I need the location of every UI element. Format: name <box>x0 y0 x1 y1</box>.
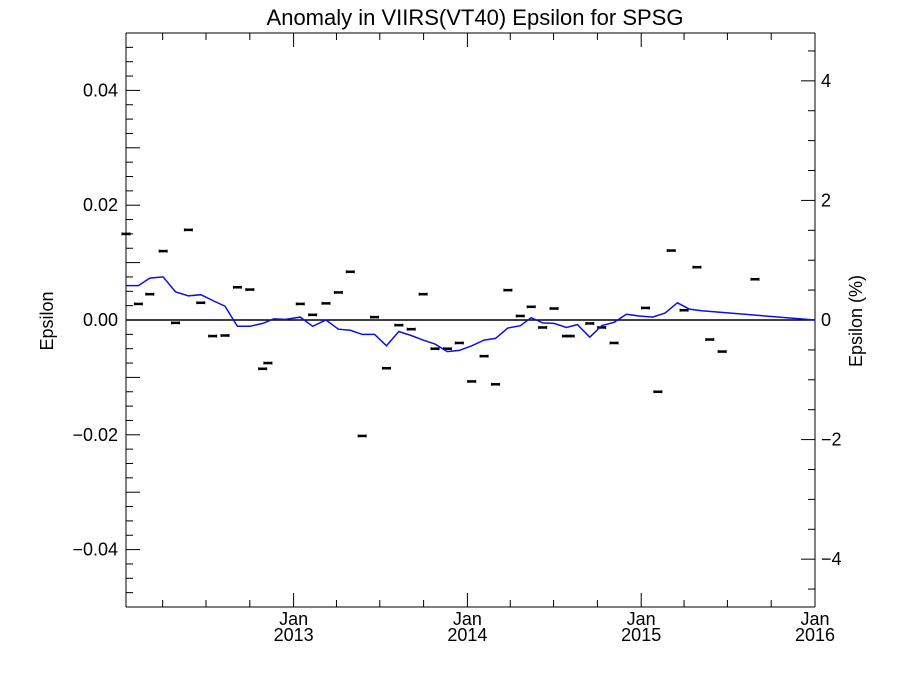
data-point <box>430 347 440 351</box>
data-point <box>609 341 619 345</box>
data-point <box>308 313 318 317</box>
data-point <box>133 302 143 306</box>
y-tick-label-left: 0.00 <box>83 310 118 330</box>
data-point <box>705 338 715 342</box>
data-point <box>454 341 464 345</box>
y-tick-label-left: 0.02 <box>83 195 118 215</box>
data-point <box>370 315 380 319</box>
axes: 0.040.020.00−0.02−0.04420−2−4Jan2013Jan2… <box>72 32 842 645</box>
data-point <box>263 361 273 365</box>
data-point <box>145 292 155 296</box>
data-point <box>232 285 242 289</box>
x-tick-label-month: Jan <box>800 609 829 629</box>
y-tick-label-left: −0.04 <box>72 540 118 560</box>
x-tick-label-year: 2015 <box>621 625 661 645</box>
data-point <box>258 367 268 371</box>
y-axis-label-right: Epsilon (%) <box>846 275 866 367</box>
data-point <box>549 307 559 311</box>
data-point <box>666 249 676 253</box>
data-point <box>538 325 548 329</box>
data-point <box>585 321 595 325</box>
data-point <box>526 305 536 309</box>
data-point <box>357 434 367 438</box>
y-tick-label-right: 4 <box>821 71 831 91</box>
y-tick-label-right: 2 <box>821 190 831 210</box>
data-point <box>220 333 230 337</box>
data-point <box>171 321 181 325</box>
data-point <box>333 290 343 294</box>
y-tick-label-left: −0.02 <box>72 425 118 445</box>
data-point <box>121 232 131 236</box>
data-point <box>653 390 663 394</box>
data-point <box>418 292 428 296</box>
data-point <box>515 314 525 318</box>
data-point <box>467 379 477 383</box>
x-tick-label-month: Jan <box>627 609 656 629</box>
x-tick-label-year: 2016 <box>795 625 835 645</box>
chart-title: Anomaly in VIIRS(VT40) Epsilon for SPSG <box>267 5 684 30</box>
data-point <box>381 366 391 370</box>
x-tick-label-year: 2014 <box>447 625 487 645</box>
y-tick-label-left: 0.04 <box>83 80 118 100</box>
data-point <box>679 308 689 312</box>
data-point <box>345 270 355 274</box>
data-point <box>717 350 727 354</box>
data-point <box>750 277 760 281</box>
data-point <box>692 265 702 269</box>
data-point <box>245 288 255 292</box>
anomaly-line <box>126 276 816 353</box>
y-tick-label-right: −4 <box>821 549 842 569</box>
data-point <box>406 327 416 331</box>
y-tick-label-right: 0 <box>821 310 831 330</box>
data-point <box>208 334 218 338</box>
x-tick-label-month: Jan <box>279 609 308 629</box>
data-layer <box>121 228 816 438</box>
data-point <box>295 302 305 306</box>
data-point <box>158 249 168 253</box>
data-point <box>503 288 513 292</box>
data-point <box>565 334 575 338</box>
data-point <box>321 301 331 305</box>
x-tick-label-month: Jan <box>453 609 482 629</box>
x-tick-label-year: 2013 <box>274 625 314 645</box>
data-point <box>490 382 500 386</box>
y-axis-label-left: Epsilon <box>37 291 57 350</box>
data-point <box>394 323 404 327</box>
data-point <box>479 354 489 358</box>
data-point <box>640 306 650 310</box>
data-point <box>183 228 193 232</box>
y-tick-label-right: −2 <box>821 430 842 450</box>
data-point <box>196 301 206 305</box>
